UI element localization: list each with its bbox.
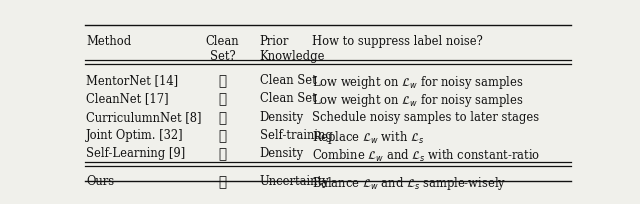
Text: Self-Learning [9]: Self-Learning [9] [86, 147, 185, 161]
Text: CurriculumnNet [8]: CurriculumnNet [8] [86, 111, 202, 124]
Text: Prior
Knowledge: Prior Knowledge [260, 35, 325, 63]
Text: MentorNet [14]: MentorNet [14] [86, 74, 178, 87]
Text: Schedule noisy samples to later stages: Schedule noisy samples to later stages [312, 111, 540, 124]
Text: ✓: ✓ [218, 74, 227, 88]
Text: ✗: ✗ [218, 111, 227, 125]
Text: Clean Set: Clean Set [260, 92, 316, 105]
Text: Method: Method [86, 35, 131, 49]
Text: Density: Density [260, 147, 303, 161]
Text: ✗: ✗ [218, 147, 227, 162]
Text: Balance $\mathcal{L}_w$ and $\mathcal{L}_s$ sample-wisely: Balance $\mathcal{L}_w$ and $\mathcal{L}… [312, 175, 506, 192]
Text: How to suppress label noise?: How to suppress label noise? [312, 35, 483, 49]
Text: Self-training: Self-training [260, 129, 332, 142]
Text: Combine $\mathcal{L}_w$ and $\mathcal{L}_s$ with constant-ratio: Combine $\mathcal{L}_w$ and $\mathcal{L}… [312, 147, 540, 164]
Text: Clean
Set?: Clean Set? [205, 35, 239, 63]
Text: ✗: ✗ [218, 129, 227, 143]
Text: Replace $\mathcal{L}_w$ with $\mathcal{L}_s$: Replace $\mathcal{L}_w$ with $\mathcal{L… [312, 129, 424, 146]
Text: ✓: ✓ [218, 92, 227, 106]
Text: Density: Density [260, 111, 303, 124]
Text: Joint Optim. [32]: Joint Optim. [32] [86, 129, 184, 142]
Text: Ours: Ours [86, 175, 114, 188]
Text: CleanNet [17]: CleanNet [17] [86, 92, 168, 105]
Text: Uncertainty: Uncertainty [260, 175, 329, 188]
Text: Clean Set: Clean Set [260, 74, 316, 87]
Text: ✗: ✗ [218, 175, 227, 189]
Text: Low weight on $\mathcal{L}_w$ for noisy samples: Low weight on $\mathcal{L}_w$ for noisy … [312, 74, 524, 91]
Text: Low weight on $\mathcal{L}_w$ for noisy samples: Low weight on $\mathcal{L}_w$ for noisy … [312, 92, 524, 109]
